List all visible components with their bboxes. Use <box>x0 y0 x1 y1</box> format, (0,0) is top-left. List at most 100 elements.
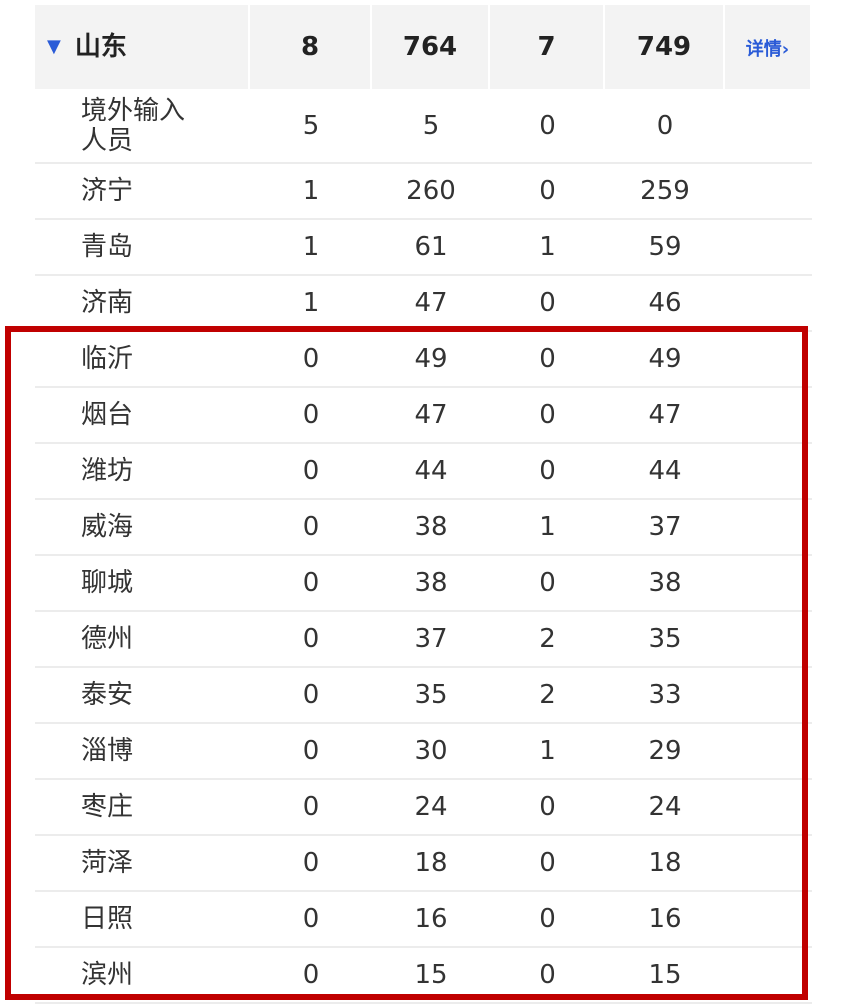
city-value: 35 <box>414 680 448 710</box>
city-value: 0 <box>302 400 320 430</box>
city-value: 1 <box>539 512 556 542</box>
city-value: 29 <box>648 736 682 766</box>
city-value: 38 <box>414 512 448 542</box>
city-value: 0 <box>539 960 556 990</box>
city-name: 聊城 <box>81 568 134 598</box>
city-value: 49 <box>648 344 682 374</box>
table-row: 威海 0 38 1 37 <box>35 500 812 556</box>
table-row: 泰安 0 35 2 33 <box>35 668 812 724</box>
city-value: 47 <box>414 288 448 318</box>
city-value: 0 <box>539 176 556 206</box>
city-value: 59 <box>648 232 682 262</box>
city-value: 15 <box>414 960 448 990</box>
city-value: 0 <box>302 848 320 878</box>
city-value: 15 <box>648 960 682 990</box>
city-value: 0 <box>302 624 320 654</box>
city-name: 潍坊 <box>81 456 134 486</box>
province-value: 764 <box>372 5 490 89</box>
city-value: 1 <box>302 232 320 262</box>
city-name: 威海 <box>81 512 134 542</box>
city-value: 44 <box>414 456 448 486</box>
city-value: 30 <box>414 736 448 766</box>
city-value: 0 <box>539 400 556 430</box>
table-row: 德州 0 37 2 35 <box>35 612 812 668</box>
city-value: 16 <box>648 904 682 934</box>
city-value: 47 <box>648 400 682 430</box>
city-value: 0 <box>656 110 674 141</box>
city-value: 35 <box>648 624 682 654</box>
city-name: 德州 <box>81 624 134 654</box>
province-value: 8 <box>250 5 372 89</box>
city-value: 38 <box>648 568 682 598</box>
city-value: 0 <box>302 680 320 710</box>
city-value: 33 <box>648 680 682 710</box>
city-value: 0 <box>539 456 556 486</box>
city-name: 临沂 <box>81 344 134 374</box>
table-row: 淄博 0 30 1 29 <box>35 724 812 780</box>
city-name: 济宁 <box>81 176 134 206</box>
city-value: 5 <box>422 110 440 141</box>
city-value: 0 <box>302 568 320 598</box>
triangle-down-icon[interactable]: ▼ <box>47 36 61 57</box>
city-value: 2 <box>539 624 556 654</box>
detail-link-cell: 详情› <box>725 5 812 89</box>
city-value: 260 <box>406 176 456 206</box>
city-value: 18 <box>414 848 448 878</box>
table-row: 枣庄 0 24 0 24 <box>35 780 812 836</box>
city-value: 0 <box>302 344 320 374</box>
city-name: 滨州 <box>81 960 134 990</box>
city-name: 淄博 <box>81 736 134 766</box>
city-name: 泰安 <box>81 680 134 710</box>
city-value: 1 <box>302 288 320 318</box>
city-value: 18 <box>648 848 682 878</box>
city-value: 37 <box>648 512 682 542</box>
city-value: 1 <box>539 232 556 262</box>
city-name: 青岛 <box>81 232 134 262</box>
city-name: 日照 <box>81 904 134 934</box>
city-value: 0 <box>302 792 320 822</box>
city-value: 0 <box>539 568 556 598</box>
city-value: 46 <box>648 288 682 318</box>
table-row: 济宁 1 260 0 259 <box>35 164 812 220</box>
detail-link[interactable]: 详情› <box>745 39 790 60</box>
city-value: 0 <box>539 904 556 934</box>
city-value: 0 <box>539 792 556 822</box>
city-name: 枣庄 <box>81 792 134 822</box>
city-value: 0 <box>539 288 556 318</box>
city-name: 济南 <box>81 288 134 318</box>
city-name: 菏泽 <box>81 848 134 878</box>
city-value: 16 <box>414 904 448 934</box>
city-value: 24 <box>414 792 448 822</box>
city-value: 1 <box>539 736 556 766</box>
city-name: 境外输入人员 <box>81 95 186 156</box>
city-value: 37 <box>414 624 448 654</box>
city-value: 0 <box>539 110 556 141</box>
city-value: 5 <box>302 110 320 141</box>
city-stats-table: ▼ 山东 8 764 7 749 详情› 境外输入人员 5 5 0 0 济宁 1 260 0 25… <box>35 5 812 1004</box>
table-row: 潍坊 0 44 0 44 <box>35 444 812 500</box>
city-value: 38 <box>414 568 448 598</box>
table-row: 菏泽 0 18 0 18 <box>35 836 812 892</box>
table-row: 聊城 0 38 0 38 <box>35 556 812 612</box>
city-value: 47 <box>414 400 448 430</box>
province-name-cell[interactable]: ▼ 山东 <box>35 5 250 89</box>
table-row: 济南 1 47 0 46 <box>35 276 812 332</box>
table-row: 青岛 1 61 1 59 <box>35 220 812 276</box>
table-row: 烟台 0 47 0 47 <box>35 388 812 444</box>
city-value: 1 <box>302 176 320 206</box>
province-name: 山东 <box>74 32 127 62</box>
province-value: 7 <box>490 5 605 89</box>
city-value: 24 <box>648 792 682 822</box>
province-row[interactable]: ▼ 山东 8 764 7 749 详情› <box>35 5 812 89</box>
city-value: 0 <box>302 736 320 766</box>
city-value: 0 <box>302 904 320 934</box>
city-value: 0 <box>539 344 556 374</box>
city-value: 259 <box>640 176 690 206</box>
province-value: 749 <box>605 5 725 89</box>
table-row: 滨州 0 15 0 15 <box>35 948 812 1004</box>
city-name: 烟台 <box>81 400 134 430</box>
city-value: 0 <box>302 960 320 990</box>
table-row: 境外输入人员 5 5 0 0 <box>35 89 812 164</box>
city-value: 0 <box>539 848 556 878</box>
city-value: 0 <box>302 456 320 486</box>
